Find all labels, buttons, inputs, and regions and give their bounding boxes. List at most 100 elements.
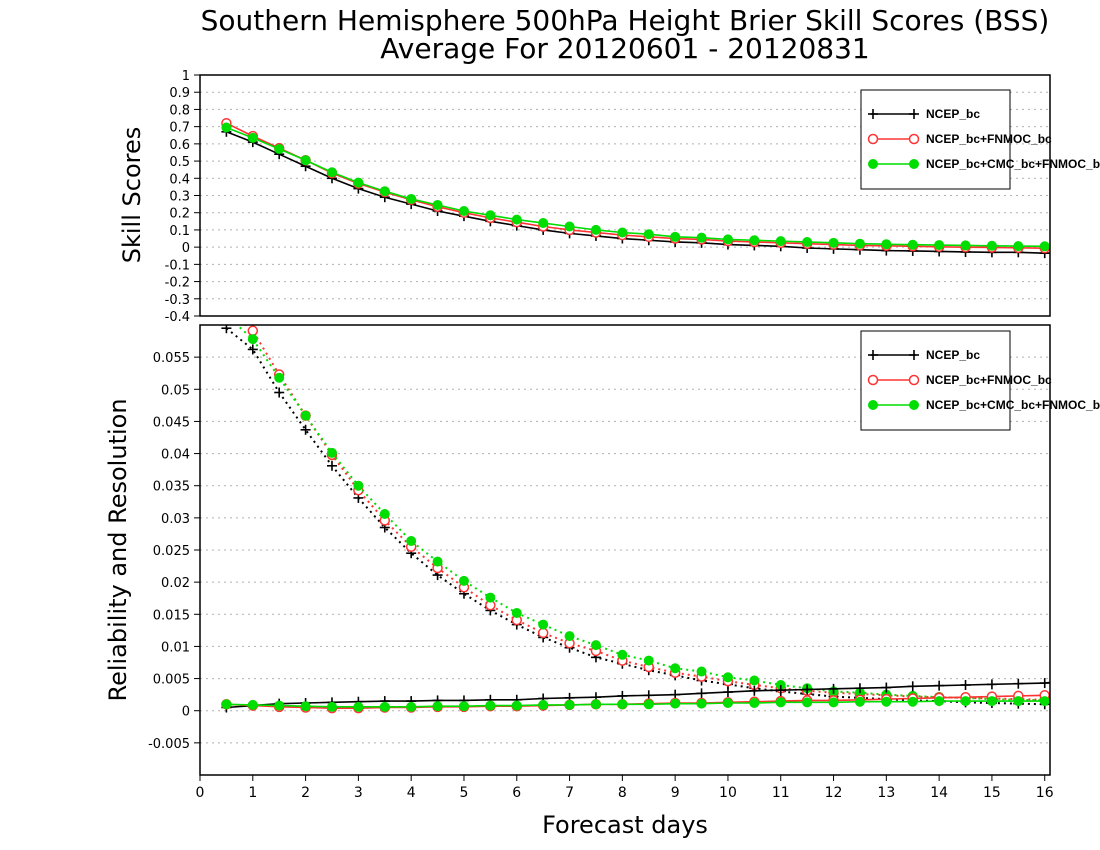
x-tick-label: 5 xyxy=(460,785,469,801)
data-point xyxy=(458,701,469,712)
data-point xyxy=(300,701,311,712)
chart-title: Southern Hemisphere 500hPa Height Brier … xyxy=(201,4,1050,37)
legend-label: NCEP_bc+CMC_bc+FNMOC_bc xyxy=(926,157,1100,171)
data-point xyxy=(1039,241,1050,252)
series-layer xyxy=(221,325,1050,714)
data-point xyxy=(485,700,496,711)
series-layer xyxy=(221,117,1050,259)
data-point xyxy=(934,696,945,707)
y-tick-label: 0.03 xyxy=(161,512,190,527)
y-tick-label: -0.1 xyxy=(165,258,190,273)
data-point xyxy=(960,240,971,251)
data-point xyxy=(854,238,865,249)
data-point xyxy=(406,536,417,546)
data-point xyxy=(986,696,997,707)
data-point xyxy=(406,193,417,204)
data-point xyxy=(881,696,892,707)
data-point xyxy=(908,133,920,145)
y-tick-label: 0.1 xyxy=(169,224,190,239)
x-axis-label: Forecast days xyxy=(542,811,708,839)
data-point xyxy=(907,696,918,707)
data-point xyxy=(868,400,878,410)
x-tick-label: 2 xyxy=(301,785,310,801)
data-point xyxy=(590,699,601,710)
y-tick-label: 0.055 xyxy=(153,351,190,366)
y-tick-label: 1 xyxy=(182,69,190,84)
data-point xyxy=(749,675,760,686)
series-line xyxy=(225,327,1050,706)
legend-label: NCEP_bc xyxy=(926,348,980,362)
plot-frame xyxy=(199,74,1051,317)
x-tick-label: 16 xyxy=(1036,785,1054,801)
data-point xyxy=(511,700,522,711)
data-point xyxy=(432,556,443,567)
data-point xyxy=(867,133,879,145)
data-point xyxy=(1039,696,1050,707)
y-tick-label: 0.5 xyxy=(169,155,190,170)
data-point xyxy=(353,177,364,188)
y-tick-label: 0.045 xyxy=(153,415,190,430)
data-point xyxy=(643,699,654,710)
data-point xyxy=(511,608,522,618)
x-tick-label: 12 xyxy=(825,785,843,801)
data-point xyxy=(617,649,628,660)
y-tick-label: 0.025 xyxy=(153,544,190,559)
reliability-resolution-panel: 0.055 0.05 0.045 0.04 0.035 0.03 0.025 0.02 0.01… xyxy=(148,324,1100,801)
x-tick-label: 9 xyxy=(671,785,680,801)
data-point xyxy=(696,666,707,677)
data-point xyxy=(670,231,681,242)
data-point xyxy=(538,218,549,229)
x-tick-label: 6 xyxy=(512,785,521,801)
data-point xyxy=(379,186,390,197)
data-point xyxy=(986,240,997,251)
plot-frame xyxy=(199,324,1051,776)
y-tick-label: -0.3 xyxy=(165,293,190,308)
data-point xyxy=(722,672,733,683)
data-point xyxy=(643,229,654,240)
y-tick-label: 0.005 xyxy=(153,673,190,688)
data-point xyxy=(353,480,364,491)
x-tick-label: 10 xyxy=(719,785,737,801)
x-tick-label: 0 xyxy=(196,785,205,801)
data-point xyxy=(379,701,390,712)
data-point xyxy=(537,627,549,639)
x-tick-label: 11 xyxy=(772,785,790,801)
y-tick-label: 0.6 xyxy=(169,138,190,153)
data-point xyxy=(300,410,311,421)
data-point xyxy=(458,205,469,216)
data-point xyxy=(247,132,258,143)
data-point xyxy=(247,334,258,345)
data-point xyxy=(934,240,945,251)
data-point xyxy=(406,701,417,712)
y-tick-label: 0.015 xyxy=(153,608,190,623)
data-point xyxy=(960,696,971,707)
bottom-y-axis-label: Reliability and Resolution xyxy=(104,398,132,701)
skill-score-panel: 1 0.9 0.8 0.7 0.6 0.5 0.4 0.3 0.2 0.1 0 -0.1 -0.2 -0.… xyxy=(165,69,1100,325)
data-point xyxy=(221,699,232,710)
x-tick-label: 15 xyxy=(983,785,1001,801)
y-tick-label: -0.4 xyxy=(165,310,190,325)
data-point xyxy=(590,224,601,235)
data-point xyxy=(564,221,575,232)
data-point xyxy=(643,655,654,666)
data-point xyxy=(326,701,337,712)
data-point xyxy=(802,236,813,247)
data-point xyxy=(511,214,522,225)
data-point xyxy=(590,640,601,651)
data-point xyxy=(802,697,813,708)
x-tick-label: 14 xyxy=(930,785,948,801)
y-tick-label: 0.05 xyxy=(161,383,190,398)
data-point xyxy=(326,167,337,178)
legend-label: NCEP_bc+FNMOC_bc xyxy=(926,373,1052,387)
data-point xyxy=(432,701,443,712)
data-point xyxy=(432,199,443,210)
data-point xyxy=(564,699,575,710)
y-tick-label: 0 xyxy=(182,705,190,720)
legend: NCEP_bc NCEP_bc+FNMOC_bc NCEP_bc+CMC_bc+FN… xyxy=(860,330,1100,431)
y-tick-label: 0.01 xyxy=(161,640,190,655)
y-tick-label: 0.9 xyxy=(169,86,190,101)
data-point xyxy=(854,696,865,707)
data-point xyxy=(1013,241,1024,252)
data-point xyxy=(881,239,892,250)
data-point xyxy=(867,374,879,386)
